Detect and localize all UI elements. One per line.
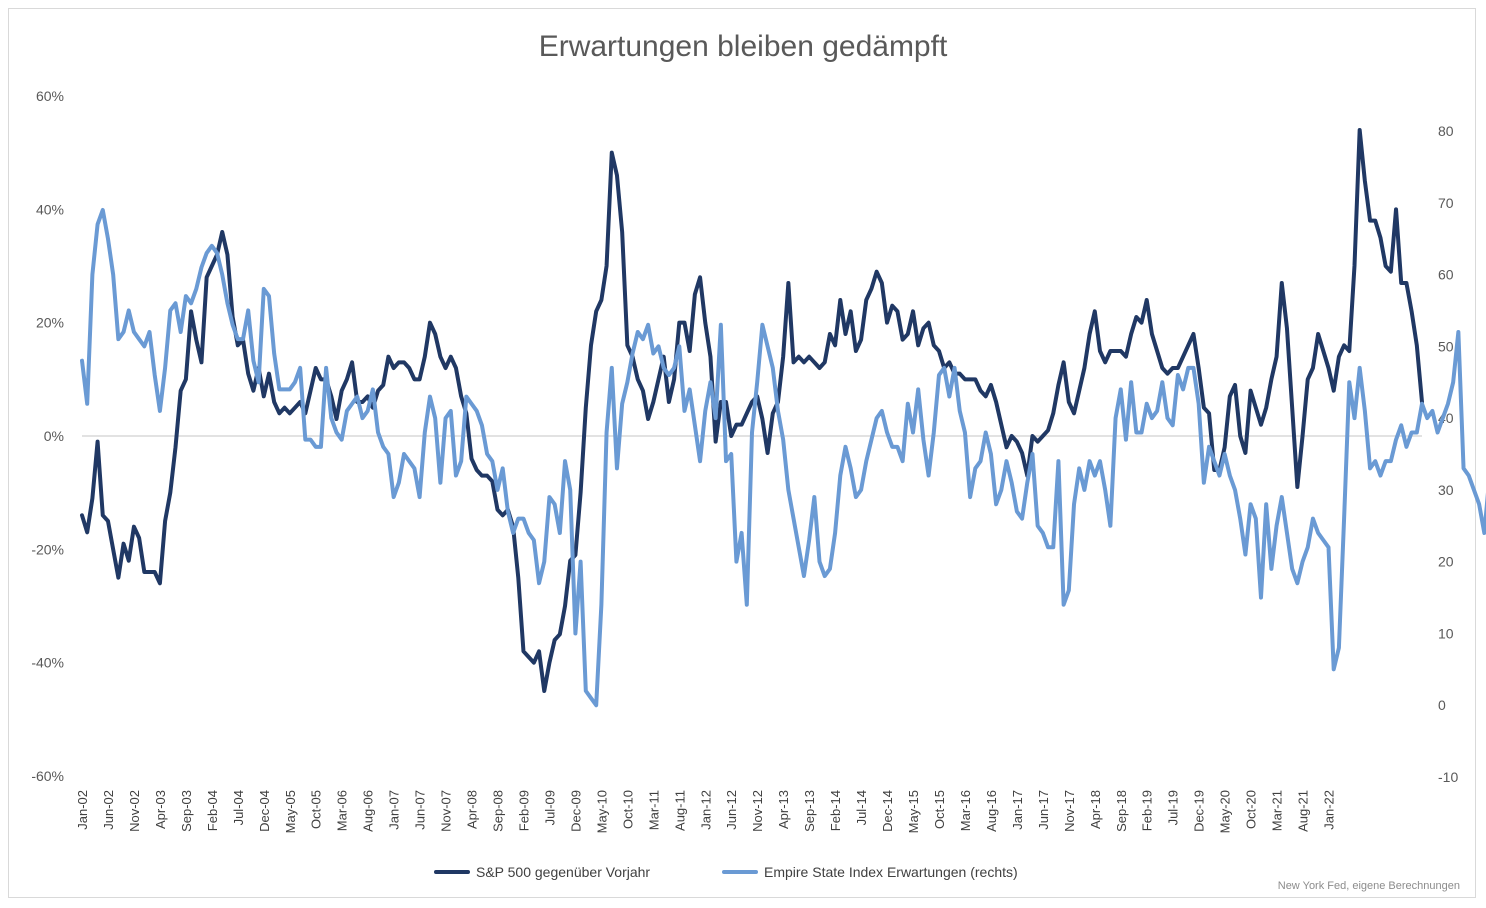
legend-swatch-empire bbox=[722, 870, 758, 874]
x-tick-label: Jul-14 bbox=[854, 790, 869, 825]
left-tick-label: 20% bbox=[36, 315, 64, 331]
x-tick-label: Dec-19 bbox=[1192, 790, 1207, 832]
x-tick-label: Dec-09 bbox=[568, 790, 583, 832]
x-tick-label: Jul-04 bbox=[231, 790, 246, 825]
x-tick-label: Jul-09 bbox=[542, 790, 557, 825]
x-tick-label: Oct-20 bbox=[1244, 790, 1259, 829]
x-tick-label: Jan-02 bbox=[75, 790, 90, 830]
x-tick-label: Mar-16 bbox=[958, 790, 973, 831]
x-tick-label: Sep-03 bbox=[179, 790, 194, 832]
x-tick-label: Feb-19 bbox=[1140, 790, 1155, 831]
right-tick-label: 0 bbox=[1438, 697, 1446, 713]
right-tick-label: 70 bbox=[1438, 195, 1454, 211]
x-tick-label: Jan-07 bbox=[387, 790, 402, 830]
x-tick-label: Sep-08 bbox=[491, 790, 506, 832]
left-tick-label: 0% bbox=[44, 428, 64, 444]
x-tick-label: Nov-17 bbox=[1062, 790, 1077, 832]
x-tick-label: Nov-02 bbox=[127, 790, 142, 832]
left-tick-label: -40% bbox=[31, 655, 64, 671]
x-tick-label: May-05 bbox=[283, 790, 298, 833]
x-tick-label: Jul-19 bbox=[1166, 790, 1181, 825]
x-tick-label: May-15 bbox=[906, 790, 921, 833]
x-tick-label: May-10 bbox=[594, 790, 609, 833]
left-tick-label: 60% bbox=[36, 88, 64, 104]
legend-item-sp500: S&P 500 gegenüber Vorjahr bbox=[434, 864, 650, 880]
series-layer bbox=[80, 128, 1486, 708]
x-tick-label: Dec-04 bbox=[257, 790, 272, 832]
x-tick-label: Jun-07 bbox=[413, 790, 428, 830]
legend-label-sp500: S&P 500 gegenüber Vorjahr bbox=[476, 864, 651, 880]
chart-title: Erwartungen bleiben gedämpft bbox=[538, 30, 948, 63]
x-tick-label: Sep-13 bbox=[802, 790, 817, 832]
series-line-empire bbox=[80, 207, 1486, 708]
x-tick-label: Oct-10 bbox=[620, 790, 635, 829]
right-tick-label: -10 bbox=[1438, 769, 1458, 785]
x-tick-label: Aug-11 bbox=[672, 790, 687, 831]
x-tick-label: May-20 bbox=[1218, 790, 1233, 833]
left-tick-label: 40% bbox=[36, 201, 64, 217]
x-tick-label: Apr-18 bbox=[1088, 790, 1103, 829]
x-tick-label: Nov-12 bbox=[750, 790, 765, 832]
x-tick-label: Oct-05 bbox=[309, 790, 324, 829]
left-tick-label: -20% bbox=[31, 541, 64, 557]
source-note: New York Fed, eigene Berechnungen bbox=[1277, 880, 1460, 892]
x-tick-label: Jun-12 bbox=[724, 790, 739, 830]
x-tick-label: Oct-15 bbox=[932, 790, 947, 829]
x-tick-label: Apr-03 bbox=[153, 790, 168, 829]
x-tick-label: Aug-21 bbox=[1296, 790, 1311, 832]
x-tick-label: Mar-21 bbox=[1270, 790, 1285, 831]
legend-label-empire: Empire State Index Erwartungen (rechts) bbox=[764, 864, 1018, 880]
left-axis: 60% 40% 20% 0% -20% -40% -60% bbox=[31, 88, 64, 784]
x-tick-label: Jan-12 bbox=[698, 790, 713, 830]
right-tick-label: 10 bbox=[1438, 625, 1454, 641]
right-tick-label: 50 bbox=[1438, 338, 1454, 354]
x-tick-label: Sep-18 bbox=[1114, 790, 1129, 832]
chart-frame bbox=[8, 8, 1476, 898]
x-tick-label: Feb-04 bbox=[205, 790, 220, 831]
series-line-sp500 bbox=[80, 128, 1424, 693]
x-tick-label: Apr-08 bbox=[465, 790, 480, 829]
x-tick-label: Dec-14 bbox=[880, 790, 895, 832]
legend-item-empire: Empire State Index Erwartungen (rechts) bbox=[722, 864, 1018, 880]
right-tick-label: 60 bbox=[1438, 267, 1454, 283]
x-tick-label: Aug-16 bbox=[984, 790, 999, 832]
right-tick-label: 20 bbox=[1438, 554, 1454, 570]
left-tick-label: -60% bbox=[31, 768, 64, 784]
x-axis: Jan-02 Jun-02 Nov-02 Apr-03 Sep-03 Feb-04 Jul-… bbox=[75, 790, 1337, 833]
x-tick-label: Nov-07 bbox=[439, 790, 454, 832]
x-tick-label: Jan-17 bbox=[1010, 790, 1025, 830]
x-tick-label: Feb-14 bbox=[828, 790, 843, 831]
x-tick-label: Mar-06 bbox=[335, 790, 350, 831]
x-tick-label: Jan-22 bbox=[1322, 790, 1337, 830]
right-tick-label: 80 bbox=[1438, 123, 1454, 139]
x-tick-label: Aug-06 bbox=[361, 790, 376, 832]
x-tick-label: Jun-02 bbox=[101, 790, 116, 830]
x-tick-label: Mar-11 bbox=[646, 790, 661, 830]
right-tick-label: 30 bbox=[1438, 482, 1454, 498]
x-tick-label: Jun-17 bbox=[1036, 790, 1051, 830]
legend: S&P 500 gegenüber Vorjahr Empire State I… bbox=[0, 864, 1486, 884]
legend-swatch-sp500 bbox=[434, 870, 470, 874]
x-tick-label: Apr-13 bbox=[776, 790, 791, 829]
x-tick-label: Feb-09 bbox=[516, 790, 531, 831]
